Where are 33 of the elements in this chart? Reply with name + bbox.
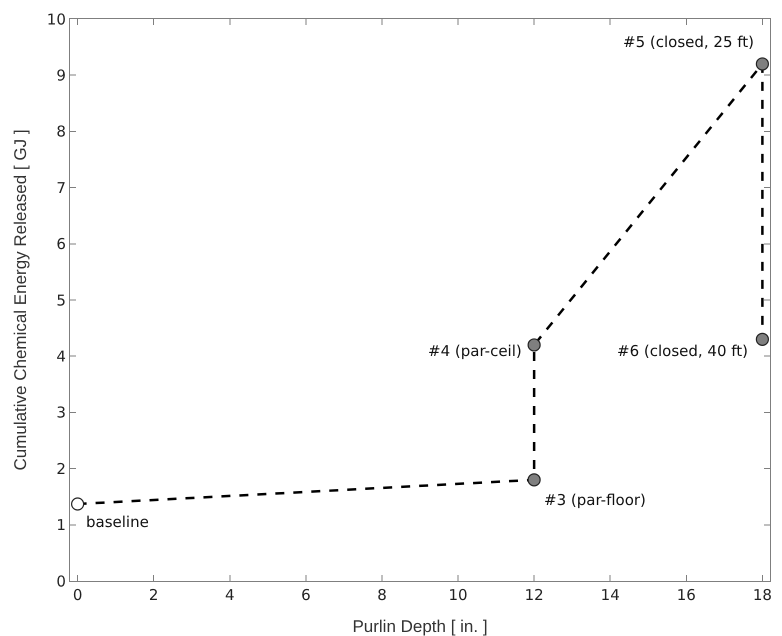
- annotation: #3 (par-floor): [544, 491, 646, 509]
- x-axis-title: Purlin Depth [ in. ]: [352, 617, 488, 636]
- y-tick-label: 4: [56, 347, 66, 366]
- x-tick-label: 16: [676, 586, 696, 604]
- point: [528, 473, 541, 486]
- y-tick-label: 2: [56, 460, 66, 478]
- y-axis-title: Cumulative Chemical Energy Released [ GJ ]: [10, 129, 30, 471]
- x-tick-label: 4: [225, 586, 235, 604]
- x-tick-label: 0: [72, 586, 82, 604]
- x-tick-label: 2: [148, 586, 158, 604]
- annotation: #6 (closed, 40 ft): [617, 342, 748, 360]
- point: [756, 332, 769, 346]
- x-tick-label: 8: [377, 586, 387, 604]
- annotation: #4 (par-ceil): [428, 342, 522, 360]
- y-tick-label: 10: [46, 10, 66, 28]
- x-tick-label: 18: [752, 586, 772, 604]
- point: [756, 57, 769, 71]
- x-tick-label: 14: [600, 586, 620, 604]
- annotation: baseline: [86, 513, 149, 531]
- y-tick-label: 8: [56, 122, 66, 141]
- annotation: #5 (closed, 25 ft): [623, 33, 754, 51]
- x-tick-label: 12: [524, 586, 544, 604]
- point: [528, 338, 541, 352]
- point: [71, 497, 84, 511]
- x-tick-label: 6: [301, 586, 311, 604]
- x-tick-label: 10: [448, 586, 468, 604]
- y-tick-label: 6: [56, 235, 66, 254]
- y-tick-label: 5: [56, 291, 66, 310]
- y-tick-label: 0: [56, 572, 66, 590]
- y-tick-label: 7: [56, 178, 66, 197]
- y-tick-label: 3: [56, 404, 66, 422]
- y-tick-label: 1: [56, 516, 66, 534]
- y-tick-label: 9: [56, 66, 66, 84]
